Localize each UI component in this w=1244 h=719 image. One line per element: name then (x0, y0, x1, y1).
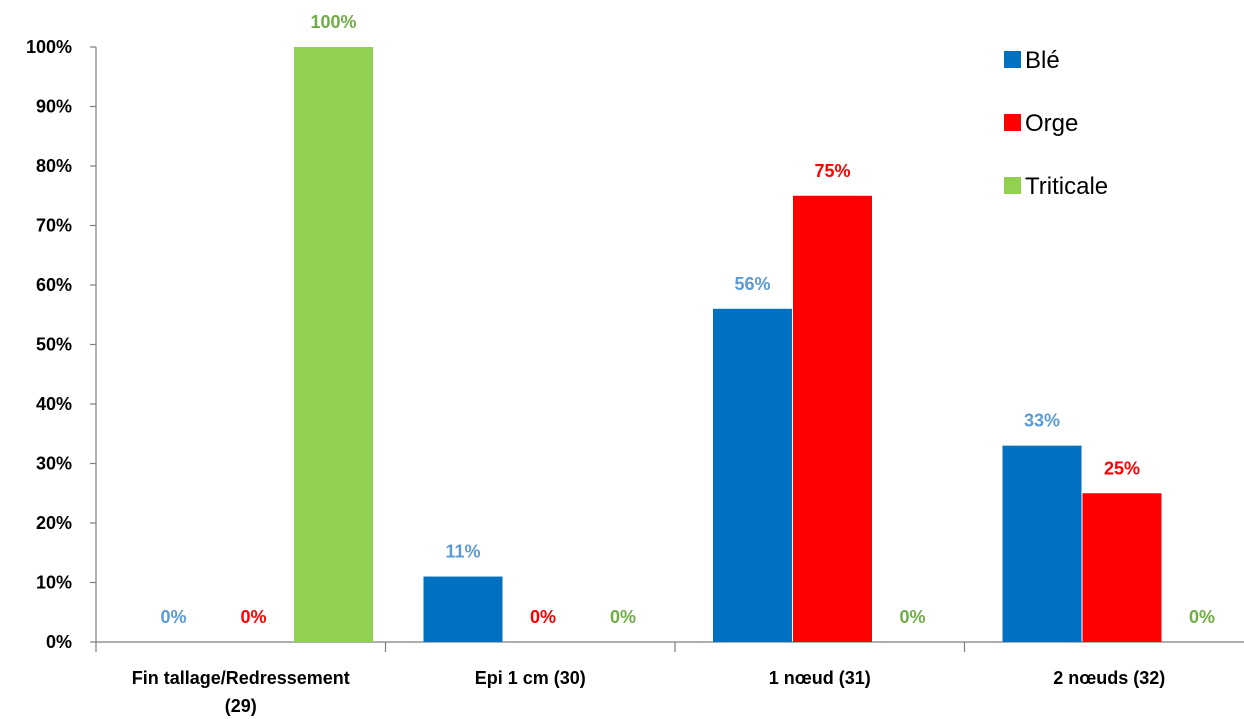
y-axis-ticks: 0% 10% 20% 30% 40% 50% 60% 70% 80% 90% 100% (26, 37, 96, 652)
x-axis-categories: Fin tallage/Redressement (29) Epi 1 cm (30… (132, 668, 1166, 716)
data-label: 0% (899, 607, 925, 627)
data-label: 25% (1104, 458, 1140, 478)
data-label: 0% (240, 607, 266, 627)
data-label: 0% (610, 607, 636, 627)
y-tick-label: 100% (26, 37, 72, 57)
y-tick-label: 70% (36, 216, 72, 236)
y-tick-label: 60% (36, 275, 72, 295)
y-tick-label: 50% (36, 335, 72, 355)
data-label: 0% (530, 607, 556, 627)
legend: Blé Orge Triticale (1004, 47, 1108, 200)
x-category-label: Fin tallage/Redressement (29) (132, 668, 350, 716)
legend-swatch (1004, 114, 1021, 131)
bar (1082, 493, 1162, 642)
data-label: 56% (734, 274, 770, 294)
bar (793, 195, 872, 642)
y-tick-label: 40% (36, 394, 72, 414)
data-label: 33% (1024, 411, 1060, 431)
x-category-label: 2 nœuds (32) (1053, 668, 1165, 688)
legend-swatch (1004, 51, 1021, 68)
data-labels: 0% 0% 100% 11% 0% 0% 56% 75% 0% 33% 25% 0% (160, 12, 1215, 627)
legend-label: Blé (1025, 47, 1060, 74)
y-tick-label: 0% (46, 632, 72, 652)
bar (713, 308, 792, 642)
y-tick-label: 20% (36, 513, 72, 533)
y-tick-label: 30% (36, 454, 72, 474)
legend-label: Orge (1025, 110, 1078, 137)
y-tick-label: 90% (36, 97, 72, 117)
legend-swatch (1004, 177, 1021, 194)
data-label: 100% (310, 12, 356, 32)
legend-label: Triticale (1025, 173, 1108, 200)
bar (294, 47, 373, 642)
bars (294, 47, 1162, 642)
y-tick-label: 10% (36, 573, 72, 593)
data-label: 75% (814, 161, 850, 181)
y-tick-label: 80% (36, 156, 72, 176)
x-category-label: 1 nœud (31) (769, 668, 871, 688)
x-category-label: Epi 1 cm (30) (475, 668, 586, 688)
data-label: 0% (160, 607, 186, 627)
data-label: 11% (445, 542, 480, 562)
bar (423, 576, 503, 642)
data-label: 0% (1189, 607, 1215, 627)
bar (1002, 445, 1082, 642)
